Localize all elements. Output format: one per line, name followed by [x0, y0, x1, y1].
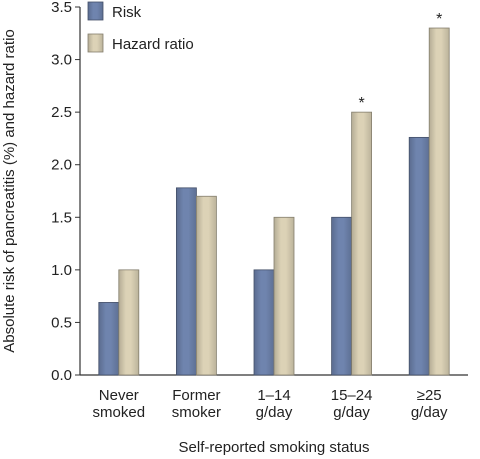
- x-tick-label: g/day: [411, 404, 448, 421]
- x-tick-label: smoker: [172, 404, 221, 421]
- bar-hazard-ratio: [118, 269, 140, 376]
- x-tick-label: 1–14: [257, 387, 290, 404]
- x-tick-label: g/day: [256, 404, 293, 421]
- x-tick-label: Former: [172, 387, 220, 404]
- y-axis-label: Absolute risk of pancreatitis (%) and ha…: [1, 29, 18, 353]
- bar-hazard-ratio: [351, 111, 373, 376]
- bar-risk: [408, 136, 430, 376]
- legend-swatch-risk: [87, 1, 104, 21]
- bar-hazard-ratio: [428, 27, 450, 376]
- x-tick-label: smoked: [93, 404, 146, 421]
- x-tick-label: g/day: [333, 404, 370, 421]
- significance-marker: *: [436, 11, 442, 28]
- y-tick-label: 0.0: [51, 367, 72, 384]
- x-axis-label: Self-reported smoking status: [179, 439, 370, 456]
- legend-swatch-hazard-ratio: [87, 33, 104, 53]
- bar-hazard-ratio: [273, 216, 295, 376]
- x-tick-label: 15–24: [331, 387, 373, 404]
- bar-risk: [331, 216, 353, 376]
- bar-risk: [98, 302, 120, 376]
- y-tick-label: 1.0: [51, 262, 72, 279]
- x-tick-label: ≥25: [417, 387, 442, 404]
- y-tick-label: 1.5: [51, 209, 72, 226]
- y-tick-label: 3.0: [51, 52, 72, 69]
- y-tick-label: 2.5: [51, 104, 72, 121]
- y-tick-label: 0.5: [51, 314, 72, 331]
- legend-label-hazard-ratio: Hazard ratio: [112, 36, 194, 53]
- y-tick-label: 2.0: [51, 157, 72, 174]
- bar-hazard-ratio: [195, 195, 217, 376]
- x-tick-label: Never: [99, 387, 139, 404]
- bar-risk: [253, 269, 275, 376]
- significance-marker: *: [358, 95, 364, 112]
- bar-risk: [175, 187, 197, 376]
- legend-label-risk: Risk: [112, 4, 142, 21]
- y-tick-label: 3.5: [51, 0, 72, 16]
